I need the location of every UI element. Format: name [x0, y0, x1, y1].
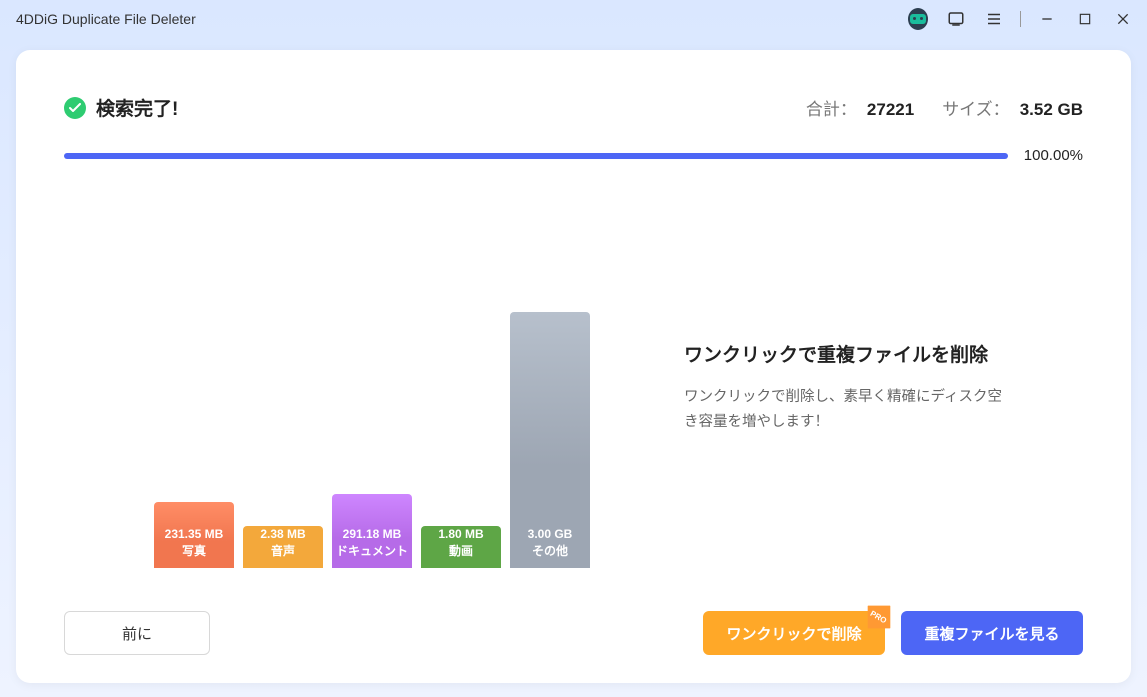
main-panel: 検索完了! 合計： 27221 サイズ： 3.52 GB 100.00% 231…	[16, 50, 1131, 683]
progress-row: 100.00%	[64, 147, 1083, 164]
progress-percent: 100.00%	[1024, 147, 1083, 164]
chart-bar: 3.00 GBその他	[510, 312, 590, 568]
info-title: ワンクリックで重複ファイルを削除	[684, 340, 1083, 367]
view-duplicates-button[interactable]: 重複ファイルを見る	[901, 611, 1083, 655]
total-value: 27221	[867, 100, 914, 120]
maximize-icon[interactable]	[1075, 9, 1095, 29]
feedback-icon[interactable]	[946, 9, 966, 29]
stats: 合計： 27221 サイズ： 3.52 GB	[806, 95, 1083, 120]
titlebar: 4DDiG Duplicate File Deleter	[0, 0, 1147, 38]
bar-size: 2.38 MB	[260, 526, 305, 543]
bar-size: 231.35 MB	[165, 526, 224, 543]
chart-area: 231.35 MB写真2.38 MB音声291.18 MBドキュメント1.80 …	[64, 188, 624, 568]
app-title: 4DDiG Duplicate File Deleter	[16, 11, 908, 27]
chart-bar: 231.35 MB写真	[154, 502, 234, 568]
titlebar-icons	[908, 9, 1133, 29]
bar-size: 1.80 MB	[438, 526, 483, 543]
bar-label: 音声	[271, 543, 295, 560]
bar-size: 291.18 MB	[343, 526, 402, 543]
pro-badge: PRO	[856, 594, 901, 639]
total-label: 合計：	[806, 95, 857, 120]
size-value: 3.52 GB	[1020, 100, 1083, 120]
robot-icon[interactable]	[908, 9, 928, 29]
menu-icon[interactable]	[984, 9, 1004, 29]
bar-size: 3.00 GB	[528, 526, 573, 543]
check-icon	[64, 97, 86, 119]
info-area: ワンクリックで重複ファイルを削除 ワンクリックで削除し、素早く精確にディスク空き…	[624, 188, 1083, 568]
progress-bar	[64, 153, 1008, 159]
one-click-delete-button[interactable]: ワンクリックで削除 PRO	[703, 611, 885, 655]
titlebar-divider	[1020, 11, 1021, 27]
chart-bar: 1.80 MB動画	[421, 526, 501, 568]
bar-label: 写真	[182, 543, 206, 560]
bar-label: その他	[532, 543, 568, 560]
footer-row: 前に ワンクリックで削除 PRO 重複ファイルを見る	[64, 611, 1083, 655]
bar-label: ドキュメント	[336, 543, 408, 560]
content-row: 231.35 MB写真2.38 MB音声291.18 MBドキュメント1.80 …	[64, 188, 1083, 568]
close-icon[interactable]	[1113, 9, 1133, 29]
chart-bar: 2.38 MB音声	[243, 526, 323, 568]
size-label: サイズ：	[942, 95, 1010, 120]
header-row: 検索完了! 合計： 27221 サイズ： 3.52 GB	[64, 94, 1083, 121]
status-text: 検索完了!	[96, 94, 806, 121]
delete-button-label: ワンクリックで削除	[726, 623, 861, 644]
info-desc: ワンクリックで削除し、素早く精確にディスク空き容量を増やします！	[684, 385, 1014, 434]
bar-label: 動画	[449, 543, 473, 560]
back-button[interactable]: 前に	[64, 611, 210, 655]
minimize-icon[interactable]	[1037, 9, 1057, 29]
chart-bar: 291.18 MBドキュメント	[332, 494, 412, 568]
